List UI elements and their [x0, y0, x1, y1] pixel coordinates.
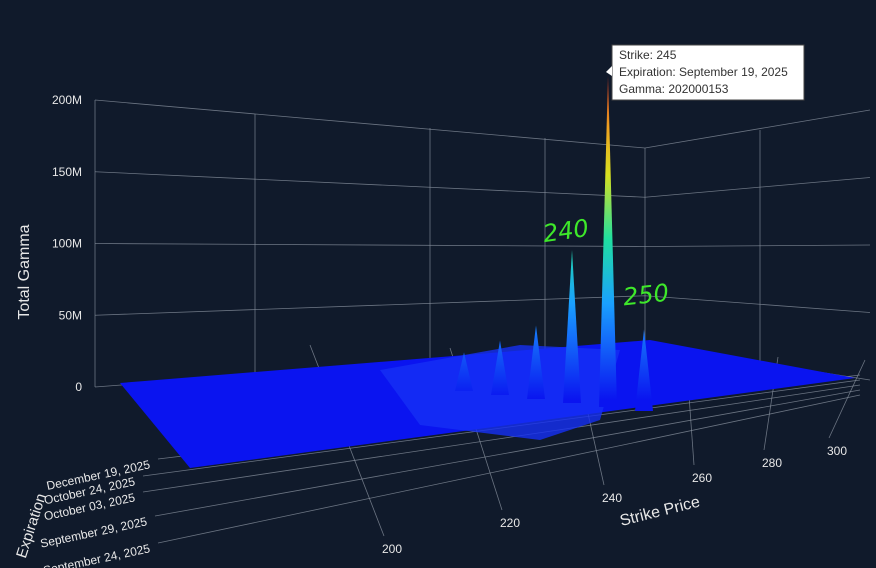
labels: 050M100M150M200M200220240260280300Septem…	[39, 93, 847, 568]
x-tick-label: 260	[692, 471, 712, 485]
tooltip-line: Strike: 245	[619, 48, 677, 62]
grid-line	[94, 243, 871, 247]
spike	[563, 249, 581, 403]
x-tick-label: 200	[382, 542, 402, 556]
spike	[491, 340, 509, 395]
z-tick-label: 50M	[59, 308, 82, 322]
x-tick-label: 240	[602, 491, 622, 505]
grid-line	[154, 389, 861, 517]
tooltip-line: Expiration: September 19, 2025	[619, 65, 788, 79]
x-tick-label: 300	[827, 444, 847, 458]
tooltip: Strike: 245 Expiration: September 19, 20…	[606, 44, 805, 101]
z-axis-title: Total Gamma	[16, 224, 33, 319]
grid	[94, 99, 871, 544]
tooltip-arrow	[606, 66, 612, 76]
tooltip-line: Gamma: 202000153	[619, 82, 729, 96]
tooltip-box	[611, 44, 805, 101]
annotation: 250	[622, 279, 670, 312]
spike	[599, 75, 617, 407]
x-axis-title: Strike Price	[618, 494, 702, 530]
annotation: 240	[541, 214, 590, 248]
z-tick-label: 100M	[52, 237, 82, 251]
grid-line	[94, 99, 871, 149]
z-tick-label: 150M	[52, 165, 82, 179]
x-tick-label: 280	[762, 456, 782, 470]
grid-line	[142, 384, 861, 493]
z-tick-label: 200M	[52, 93, 82, 107]
grid-line	[94, 171, 871, 198]
grid-line	[157, 394, 861, 544]
x-tick-label: 220	[500, 516, 520, 530]
surface	[120, 75, 855, 468]
spike	[527, 325, 545, 399]
grid-line	[94, 295, 871, 316]
spike	[635, 329, 653, 411]
z-tick-label: 0	[75, 380, 82, 394]
spike	[455, 352, 473, 391]
grid-line	[828, 359, 866, 439]
